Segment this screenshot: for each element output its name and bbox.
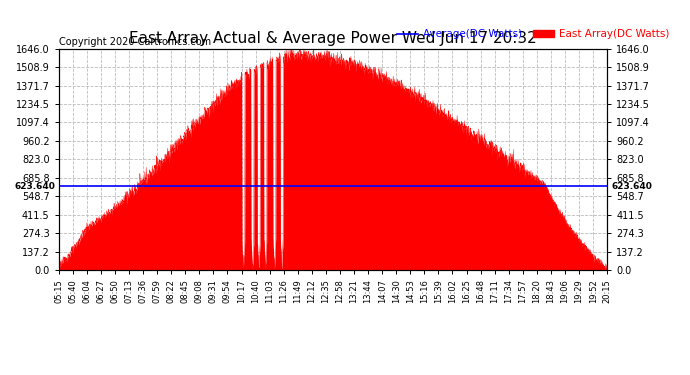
Text: Copyright 2020 Cartronics.com: Copyright 2020 Cartronics.com: [59, 36, 210, 46]
Legend: Average(DC Watts), East Array(DC Watts): Average(DC Watts), East Array(DC Watts): [393, 25, 673, 44]
Text: 623.640: 623.640: [15, 182, 56, 190]
Text: 623.640: 623.640: [611, 182, 652, 190]
Title: East Array Actual & Average Power Wed Jun 17 20:32: East Array Actual & Average Power Wed Ju…: [129, 31, 537, 46]
